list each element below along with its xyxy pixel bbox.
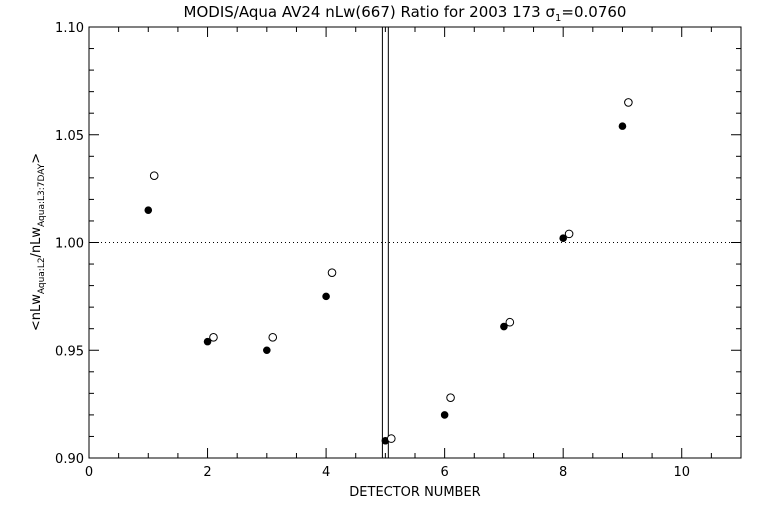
- x-tick-label: 4: [322, 465, 330, 480]
- chart-title-main: MODIS/Aqua AV24 nLw(667) Ratio for 2003 …: [184, 3, 556, 21]
- chart-title-subscript: 1: [555, 13, 561, 24]
- open-data-point: [268, 333, 278, 342]
- y-axis-label-sub2: Aqua:L3:7DAY: [37, 163, 47, 227]
- open-data-point: [564, 229, 574, 239]
- filled-data-point: [144, 206, 153, 214]
- chart-title-tail: =0.0760: [561, 3, 626, 21]
- chart-title: MODIS/Aqua AV24 nLw(667) Ratio for 2003 …: [184, 3, 627, 24]
- filled-data-point: [618, 122, 627, 130]
- open-data-point: [327, 268, 337, 277]
- filled-data-point: [559, 234, 567, 242]
- x-tick-label: 8: [559, 465, 567, 480]
- open-data-point: [386, 434, 396, 443]
- filled-data-point: [440, 411, 449, 419]
- filled-data-point: [263, 346, 271, 355]
- data-points: [144, 98, 633, 445]
- x-tick-label: 0: [85, 465, 93, 480]
- plot-frame: [88, 26, 742, 459]
- y-tick-label: 1.05: [55, 129, 84, 144]
- y-tick-label: 0.95: [55, 344, 84, 359]
- filled-data-point: [322, 292, 330, 301]
- y-axis-label-suffix: >: [29, 153, 44, 164]
- y-tick-label: 0.90: [55, 452, 84, 467]
- open-data-point: [624, 98, 633, 107]
- open-data-point: [505, 317, 515, 327]
- y-axis-label-mid: /nLw: [29, 227, 44, 258]
- open-data-point: [209, 333, 218, 342]
- x-tick-label: 2: [203, 465, 211, 480]
- axes: 0 2 4 6 8 10 0.90 0.95 1.00 1.05 1.10: [55, 21, 742, 480]
- open-data-point: [149, 171, 159, 180]
- y-tick-label: 1.10: [55, 21, 84, 36]
- y-axis-label-prefix: <nLw: [29, 294, 44, 331]
- y-axis-label-sub1: Aqua:L2: [37, 257, 47, 294]
- reference-lines: [89, 27, 741, 458]
- x-axis-label: DETECTOR NUMBER: [349, 485, 480, 500]
- x-tick-label: 6: [440, 465, 448, 480]
- x-tick-label: 10: [673, 465, 690, 480]
- open-data-point: [446, 393, 455, 402]
- y-axis-label: <nLwAqua:L2/nLwAqua:L3:7DAY>: [29, 153, 47, 331]
- filled-data-point: [500, 322, 508, 331]
- y-tick-label: 1.00: [55, 237, 84, 252]
- filled-data-point: [203, 337, 212, 346]
